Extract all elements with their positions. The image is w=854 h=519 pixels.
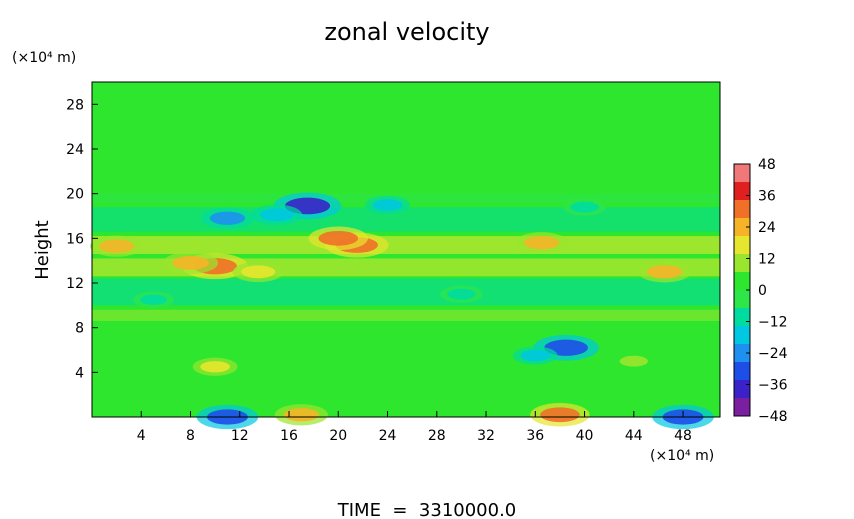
colorbar-tick-label: −48 — [758, 409, 788, 425]
x-tick-label: 36 — [526, 428, 544, 444]
velocity-feature — [619, 355, 649, 367]
colorbar-swatch — [734, 236, 750, 254]
x-tick-label: 40 — [576, 428, 594, 444]
colorbar-swatch — [734, 290, 750, 308]
x-unit-label: (×10⁴ m) — [650, 448, 714, 464]
plot-frame — [91, 81, 721, 418]
chart-title: zonal velocity — [324, 18, 489, 46]
colorbar-tick-label: 48 — [758, 157, 776, 173]
colorbar-swatch — [734, 254, 750, 272]
velocity-feature — [200, 361, 231, 373]
colorbar-tick-label: −24 — [758, 346, 788, 362]
y-tick-label: 24 — [66, 142, 84, 158]
colorbar-swatch — [734, 182, 750, 200]
colorbar-swatch — [734, 272, 750, 290]
velocity-bands — [92, 193, 720, 395]
velocity-band — [92, 309, 720, 321]
x-tick-label: 24 — [379, 428, 397, 444]
x-tick-label: 20 — [329, 428, 347, 444]
x-tick-label: 28 — [428, 428, 446, 444]
colorbar-tick-label: 0 — [758, 283, 767, 299]
colorbar-tick-label: 12 — [758, 252, 776, 268]
velocity-band — [92, 193, 720, 203]
velocity-band — [92, 278, 720, 306]
x-tick-label: 16 — [280, 428, 298, 444]
velocity-feature — [241, 265, 276, 279]
x-tick-label: 8 — [186, 428, 195, 444]
velocity-feature — [259, 208, 294, 222]
velocity-feature — [520, 349, 551, 362]
colorbar-swatch — [734, 380, 750, 398]
x-tick-label: 4 — [137, 428, 146, 444]
y-tick-label: 20 — [66, 187, 84, 203]
x-axis-ticks: 4 8 12 16 20 24 28 32 36 40 44 48 — [137, 411, 692, 444]
x-tick-label: 48 — [674, 428, 692, 444]
colorbar-swatch — [734, 200, 750, 218]
y-tick-label: 4 — [75, 365, 84, 381]
velocity-feature — [140, 294, 168, 305]
colorbar-swatch — [734, 164, 750, 182]
velocity-feature — [172, 256, 209, 270]
colorbar-swatch — [734, 344, 750, 362]
colorbar-tick-label: 36 — [758, 189, 776, 205]
colorbar-swatch — [734, 308, 750, 326]
velocity-feature — [318, 230, 359, 246]
x-tick-label: 12 — [231, 428, 249, 444]
y-tick-label: 28 — [66, 97, 84, 113]
velocity-feature — [646, 265, 683, 279]
velocity-feature — [98, 239, 135, 253]
velocity-feature — [540, 407, 580, 423]
colorbar-swatch — [734, 326, 750, 344]
plot-area — [90, 81, 721, 430]
colorbar-tick-label: 24 — [758, 220, 776, 236]
time-footer: TIME = 3310000.0 — [337, 500, 517, 519]
colorbar: 48 36 24 12 0 −12 −24 −36 −48 — [733, 157, 788, 425]
velocity-feature — [372, 199, 403, 211]
x-tick-label: 32 — [477, 428, 495, 444]
colorbar-swatch — [734, 362, 750, 380]
colorbar-tick-label: −12 — [758, 315, 788, 331]
y-tick-label: 16 — [66, 231, 84, 247]
velocity-feature — [283, 408, 320, 422]
y-axis-label: Height — [32, 220, 53, 280]
y-tick-label: 8 — [75, 321, 84, 337]
colorbar-swatch — [734, 218, 750, 236]
y-unit-label: (×10⁴ m) — [12, 50, 76, 66]
colorbar-swatch — [734, 398, 750, 416]
colorbar-tick-label: −36 — [758, 378, 788, 394]
velocity-band — [92, 236, 720, 254]
y-axis-ticks: 4 8 12 16 20 24 28 — [66, 97, 98, 381]
y-tick-label: 12 — [66, 276, 84, 292]
x-tick-label: 44 — [625, 428, 643, 444]
velocity-feature — [209, 211, 246, 225]
velocity-feature — [447, 288, 476, 300]
velocity-feature — [570, 201, 599, 213]
velocity-feature — [523, 236, 560, 250]
velocity-band — [92, 207, 720, 232]
